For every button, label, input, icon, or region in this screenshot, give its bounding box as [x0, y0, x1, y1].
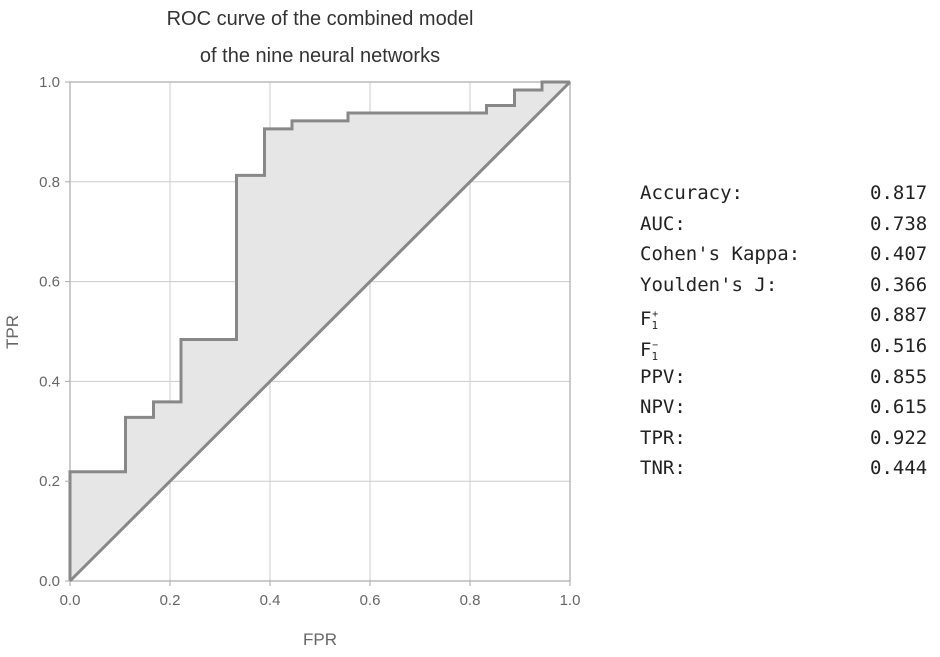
metric-label: Youlden's J: — [640, 273, 778, 296]
metric-label: F1+ — [640, 300, 658, 342]
metric-value: 0.922 — [870, 426, 928, 449]
x-tick-label: 0.6 — [360, 592, 381, 609]
metric-value: 0.738 — [870, 212, 928, 235]
x-tick-label: 1.0 — [560, 592, 581, 609]
metric-value: 0.817 — [870, 182, 928, 204]
metric-value: 0.407 — [870, 243, 928, 266]
metric-label-superscript: − — [652, 339, 659, 351]
roc-chart: ROC curve of the combined model of the n… — [3, 8, 580, 649]
y-tick-label: 0.8 — [39, 174, 60, 191]
metric-value: 0.615 — [870, 396, 928, 419]
metric-label: AUC: — [640, 212, 686, 235]
y-axis-label: TPR — [3, 315, 22, 349]
metric-value: 0.366 — [870, 273, 928, 296]
metric-label-superscript: + — [652, 309, 659, 321]
metric-value: 0.444 — [870, 457, 928, 480]
metric-value: 0.516 — [870, 334, 928, 357]
x-tick-label: 0.4 — [260, 592, 281, 609]
y-tick-label: 0.0 — [39, 573, 60, 590]
metric-label-subscript: 1 — [651, 319, 659, 333]
diagonal-reference-line — [68, 80, 572, 583]
y-tick-label: 0.2 — [39, 473, 60, 490]
metric-value: 0.855 — [870, 365, 928, 388]
y-tick-label: 0.6 — [39, 274, 60, 291]
metric-label: TNR: — [640, 457, 686, 480]
metric-label: PPV: — [640, 365, 686, 388]
metric-label: NPV: — [640, 396, 686, 419]
x-axis-label: FPR — [303, 630, 337, 649]
metric-label-base: F — [640, 308, 652, 331]
plot-frame — [69, 81, 571, 582]
x-tick-label: 0.0 — [60, 592, 81, 609]
x-tick-label: 0.8 — [460, 592, 481, 609]
metric-value: 0.887 — [870, 304, 928, 327]
y-tick-label: 0.4 — [39, 373, 60, 390]
metric-label: Accuracy: — [640, 182, 743, 204]
roc-curve-line — [68, 80, 570, 581]
metric-label: Cohen's Kappa: — [640, 243, 801, 266]
chart-title-line-1: ROC curve of the combined model — [167, 8, 474, 30]
plot-area: 0.0 0.2 0.4 0.6 0.8 1.0 0.0 0.2 0.4 0.6 0.8 1.0 — [39, 74, 580, 609]
metric-label: TPR: — [640, 426, 686, 449]
x-tick-label: 0.2 — [160, 592, 181, 609]
metric-label: F1− — [640, 331, 658, 373]
y-tick-label: 1.0 — [39, 74, 60, 91]
metric-label-base: F — [640, 338, 652, 361]
metric-label-subscript: 1 — [651, 349, 659, 363]
chart-title-line-2: of the nine neural networks — [200, 45, 440, 67]
